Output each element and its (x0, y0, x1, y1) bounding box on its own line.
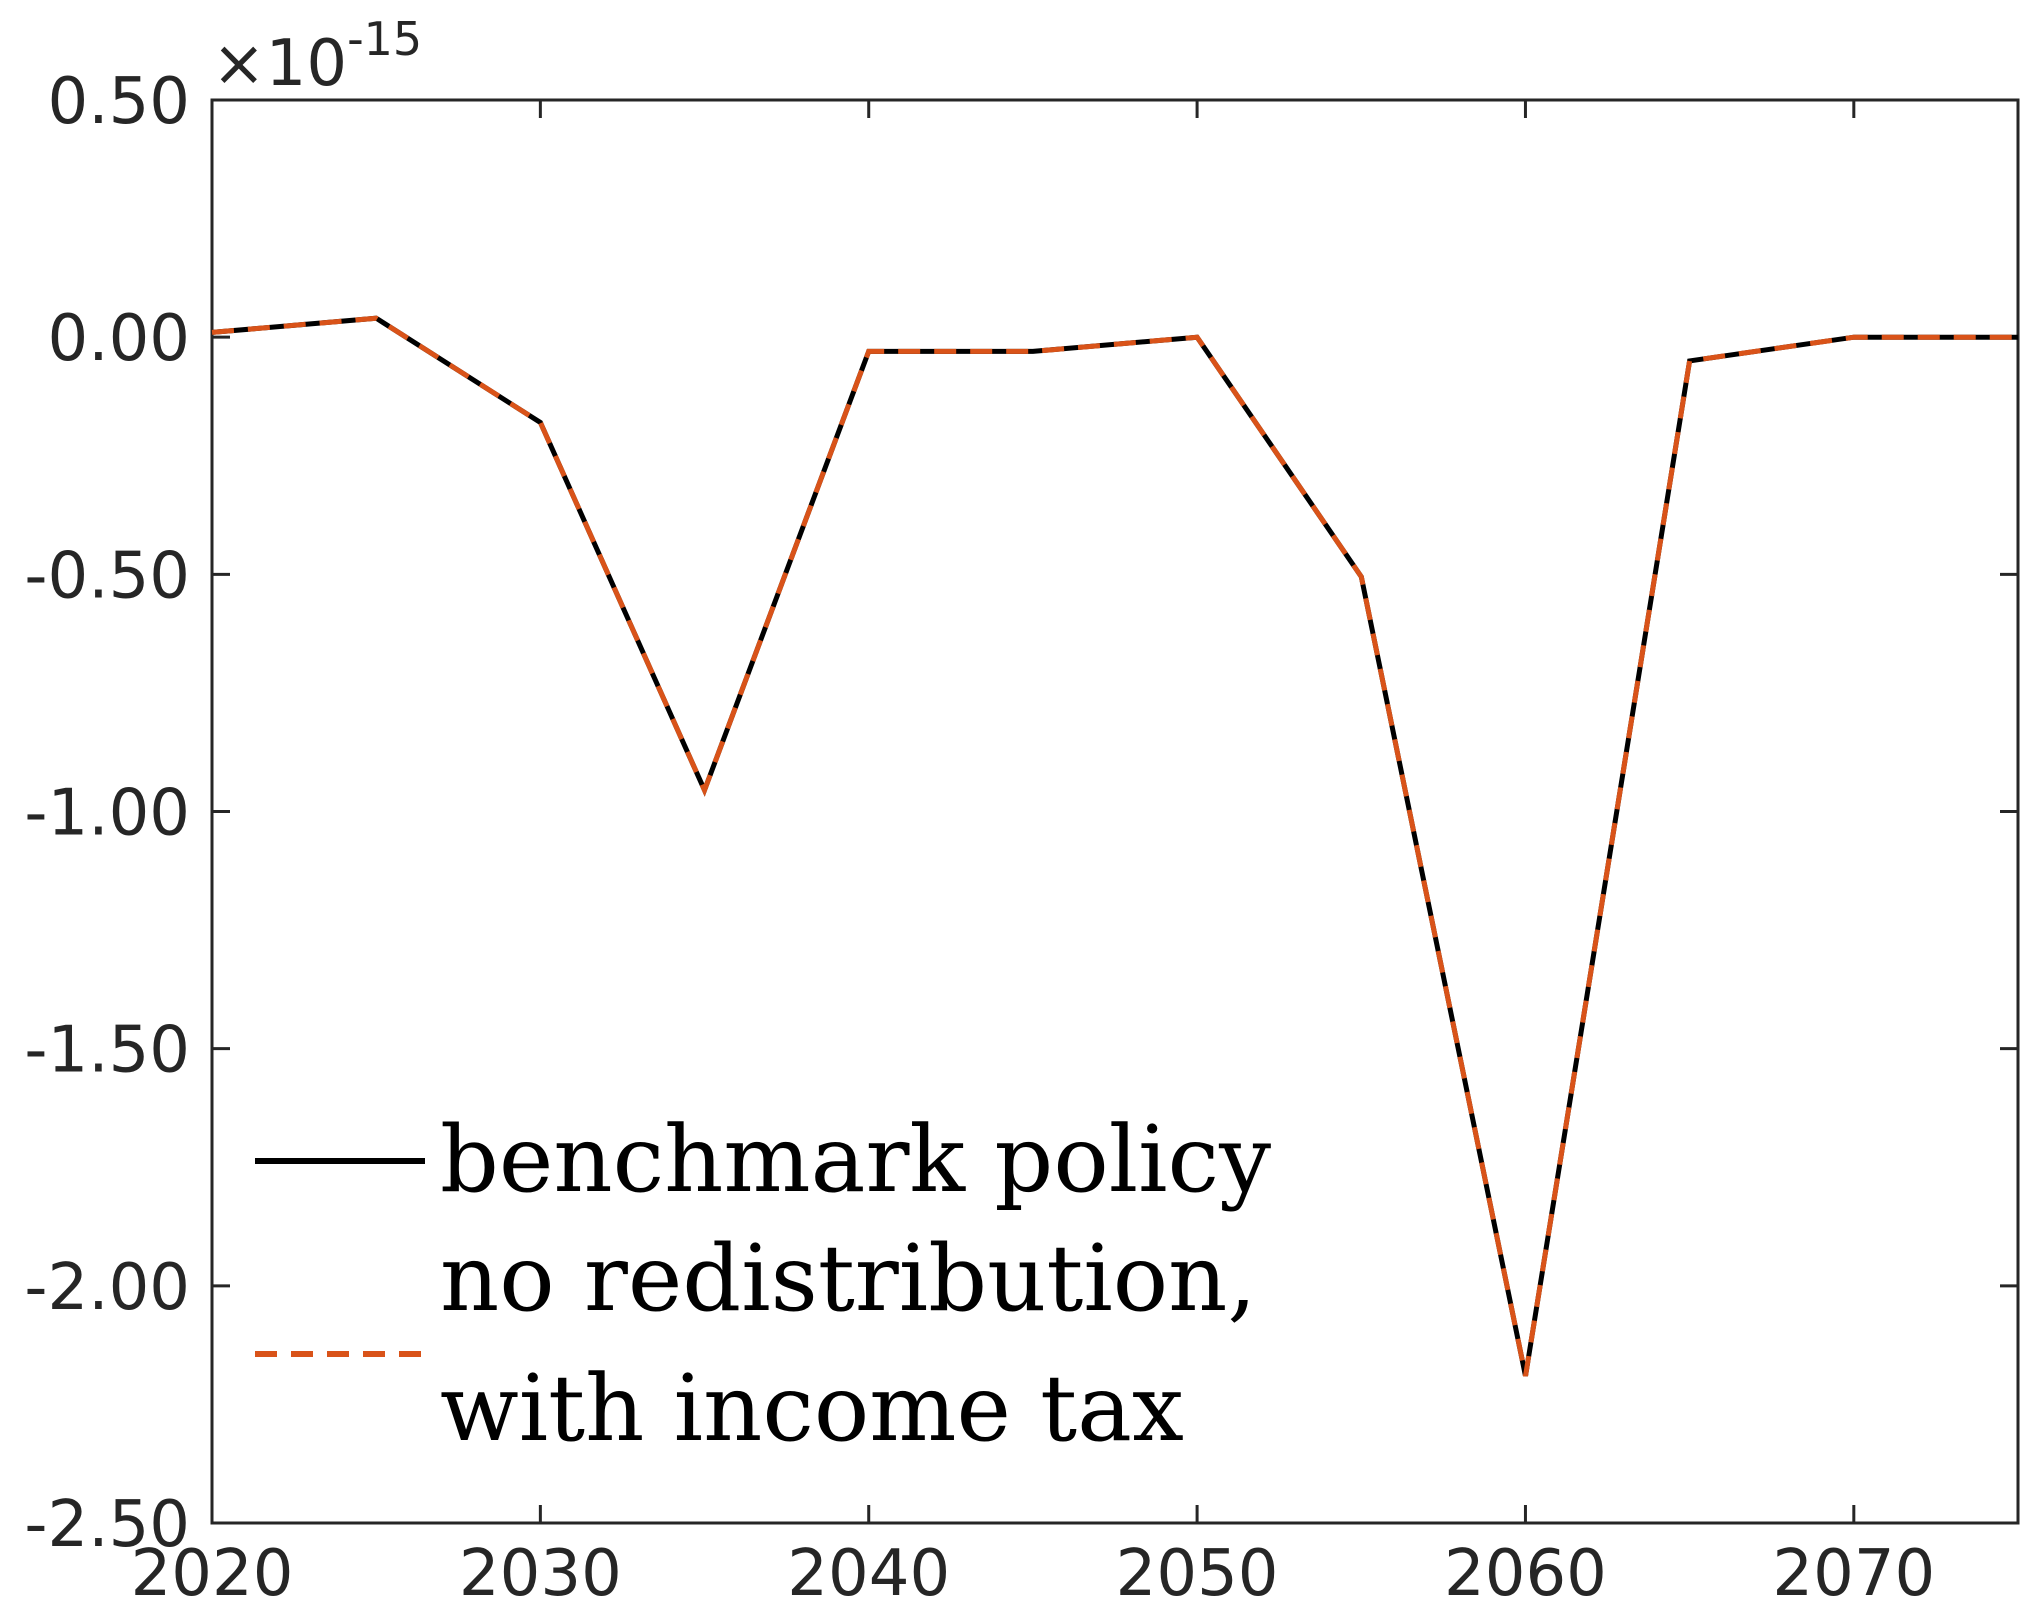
y-axis-exponent: ×10-15 (212, 12, 422, 101)
y-tick-label: -2.00 (24, 1251, 190, 1325)
y-exponent-power: -15 (347, 12, 422, 66)
y-tick-label: -1.00 (24, 777, 190, 851)
x-tick-label: 2040 (787, 1537, 950, 1611)
x-tick-label: 2070 (1772, 1537, 1935, 1611)
x-tick-label: 2050 (1116, 1537, 1279, 1611)
series-lines (211, 315, 2018, 1377)
y-tick-label: 0.00 (48, 302, 191, 376)
y-tick-label: -2.50 (24, 1488, 190, 1562)
y-tick-label: 0.50 (48, 65, 191, 139)
y-exponent-prefix: ×10 (212, 27, 347, 101)
x-tick-label: 2020 (131, 1537, 294, 1611)
tick-marks (210, 98, 2018, 1525)
x-tick-label: 2060 (1444, 1537, 1607, 1611)
legend-label-benchmark-policy: benchmark policy (440, 1106, 1271, 1213)
legend-label-no-redistribution-line2: with income tax (440, 1355, 1184, 1462)
series-line-0 (211, 315, 2018, 1377)
series-line-1 (211, 315, 2018, 1377)
y-tick-label: -1.50 (24, 1014, 190, 1088)
x-tick-label: 2030 (459, 1537, 622, 1611)
legend: benchmark policy no redistribution, with… (255, 1106, 1271, 1462)
legend-label-no-redistribution-line1: no redistribution, (440, 1225, 1257, 1332)
tick-labels: 2020 2030 2040 2050 2060 2070 0.50 0.00 -0.50 -1.… (24, 65, 1935, 1611)
y-tick-label: -0.50 (24, 539, 190, 613)
